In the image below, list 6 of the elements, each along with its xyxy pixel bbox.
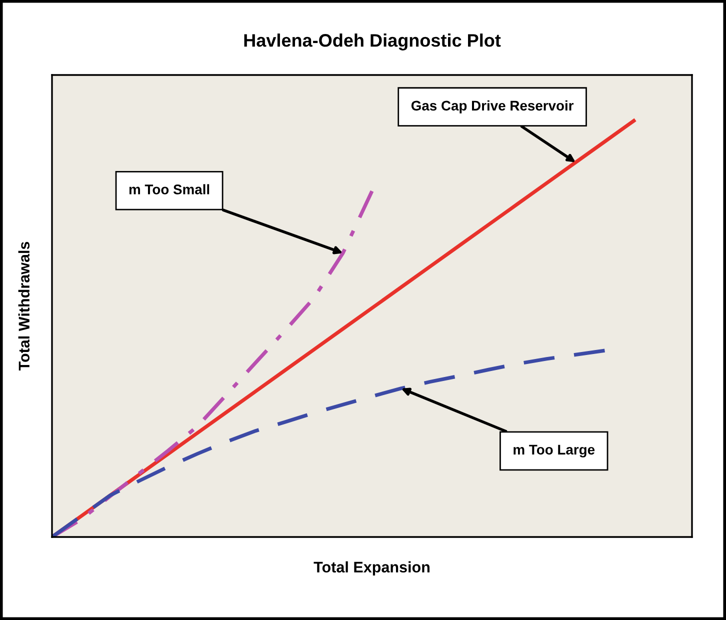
annotation: m Too Large [514, 444, 595, 458]
chart-title: Havlena-Odeh Diagnostic Plot [244, 34, 501, 50]
annotation: m Too Small [129, 184, 210, 194]
x-axis-title: Total Expansion [314, 561, 430, 576]
text: Gas Cap Drive Reservoir [411, 100, 574, 114]
y-axis-title: Total Withdrawals [18, 242, 30, 371]
